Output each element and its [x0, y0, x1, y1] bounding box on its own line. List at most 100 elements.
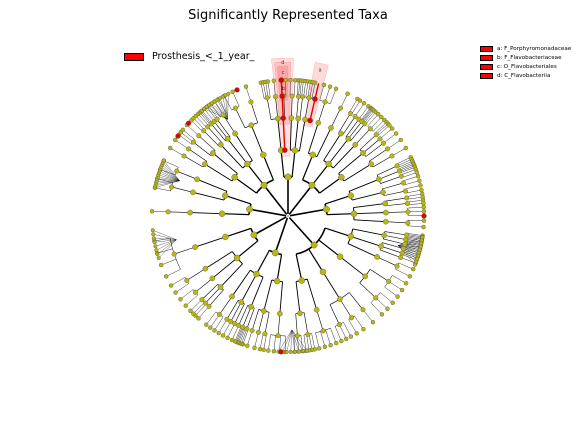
- taxon-node: [384, 146, 390, 152]
- taxon-node: [230, 89, 235, 94]
- genus-branch: [247, 330, 253, 346]
- taxon-node: [232, 321, 238, 327]
- family-branch: [303, 312, 309, 335]
- taxon-node: [421, 201, 426, 206]
- taxon-node: [347, 233, 354, 240]
- taxon-node: [260, 151, 267, 159]
- family-branch: [295, 313, 298, 336]
- genus-branch: [405, 189, 422, 194]
- taxon-node: [257, 346, 263, 352]
- order-branch: [353, 212, 386, 215]
- taxon-node: [373, 132, 379, 138]
- genus-branch: [180, 132, 194, 143]
- class-branch: [222, 213, 250, 216]
- taxon-node: [412, 262, 417, 267]
- genus-branch: [365, 112, 376, 125]
- taxon-node: [184, 277, 190, 283]
- leaf-fan-line: [155, 180, 180, 184]
- genus-branch: [237, 327, 244, 343]
- genus-branch: [407, 219, 424, 221]
- phylum-branch: [288, 184, 313, 215]
- taxon-node: [250, 231, 258, 239]
- class-branch: [255, 249, 270, 275]
- significant-taxon-node: [280, 115, 287, 121]
- taxon-node: [309, 151, 316, 159]
- leaf-fan-line: [161, 166, 180, 181]
- taxon-node: [229, 293, 235, 300]
- genus-branch: [349, 98, 358, 113]
- taxon-node: [421, 218, 427, 223]
- taxon-node: [421, 204, 426, 210]
- taxon-node: [374, 254, 380, 260]
- taxon-node: [345, 91, 350, 96]
- taxon-node: [383, 209, 389, 216]
- taxon-node: [202, 265, 209, 272]
- taxon-node: [271, 78, 276, 83]
- family-branch: [384, 234, 406, 240]
- class-branch: [225, 195, 252, 205]
- taxon-node: [336, 253, 344, 260]
- order-branch: [192, 191, 225, 201]
- family-branch: [362, 138, 381, 154]
- phylum-branch: [263, 184, 288, 215]
- family-branch: [203, 130, 220, 147]
- taxon-node: [226, 91, 231, 96]
- genus-branch: [307, 81, 311, 98]
- taxon-node: [398, 137, 403, 143]
- taxon-node: [169, 184, 175, 190]
- taxon-node: [220, 112, 226, 118]
- genus-branch: [301, 80, 304, 97]
- taxon-node: [361, 101, 367, 106]
- leaf-fan-line: [158, 174, 180, 181]
- genus-branch: [214, 316, 224, 331]
- family-branch: [171, 186, 193, 193]
- family-branch: [376, 165, 398, 176]
- family-branch: [316, 309, 324, 331]
- genus-branch: [306, 334, 310, 351]
- taxon-node: [370, 319, 376, 325]
- class-branch: [324, 227, 351, 237]
- genus-branch: [190, 299, 203, 311]
- taxon-node: [345, 135, 352, 142]
- genus-branch: [400, 169, 416, 176]
- taxon-node: [272, 94, 278, 100]
- leaf-fan-line: [225, 95, 228, 120]
- family-branch: [216, 119, 231, 138]
- taxon-node: [201, 128, 207, 134]
- family-branch: [299, 96, 303, 119]
- genus-branch: [400, 257, 416, 264]
- leaf-fan-line: [156, 180, 180, 182]
- genus-branch: [182, 129, 196, 141]
- taxon-node: [350, 210, 358, 217]
- taxon-node: [218, 210, 226, 217]
- taxon-node: [376, 112, 381, 117]
- family-branch: [348, 121, 363, 139]
- taxon-node: [288, 349, 293, 354]
- class-branch: [280, 150, 285, 178]
- genus-branch: [218, 99, 227, 114]
- family-branch: [339, 298, 352, 318]
- order-branch: [316, 127, 332, 157]
- genus-branch: [315, 332, 320, 349]
- phylum-branch: [253, 216, 287, 236]
- genus-branch: [193, 302, 205, 314]
- class-branch: [276, 254, 283, 282]
- taxon-node: [403, 232, 409, 238]
- family-branch: [304, 97, 310, 120]
- taxon-node: [217, 284, 224, 290]
- order-branch: [204, 163, 233, 182]
- taxon-node: [419, 187, 424, 193]
- class-legend: Prosthesis_<_1_year_: [124, 51, 254, 62]
- taxon-node: [171, 251, 177, 257]
- genus-branch: [375, 297, 388, 309]
- taxon-node: [216, 312, 222, 318]
- order-branch: [351, 191, 384, 201]
- clade-legend-item: a: F_Porphyromonadaceae: [480, 44, 571, 53]
- taxon-node: [368, 161, 374, 167]
- taxon-node: [315, 120, 322, 126]
- taxon-node: [399, 287, 405, 293]
- taxon-node: [246, 205, 253, 213]
- class-branch: [311, 163, 330, 186]
